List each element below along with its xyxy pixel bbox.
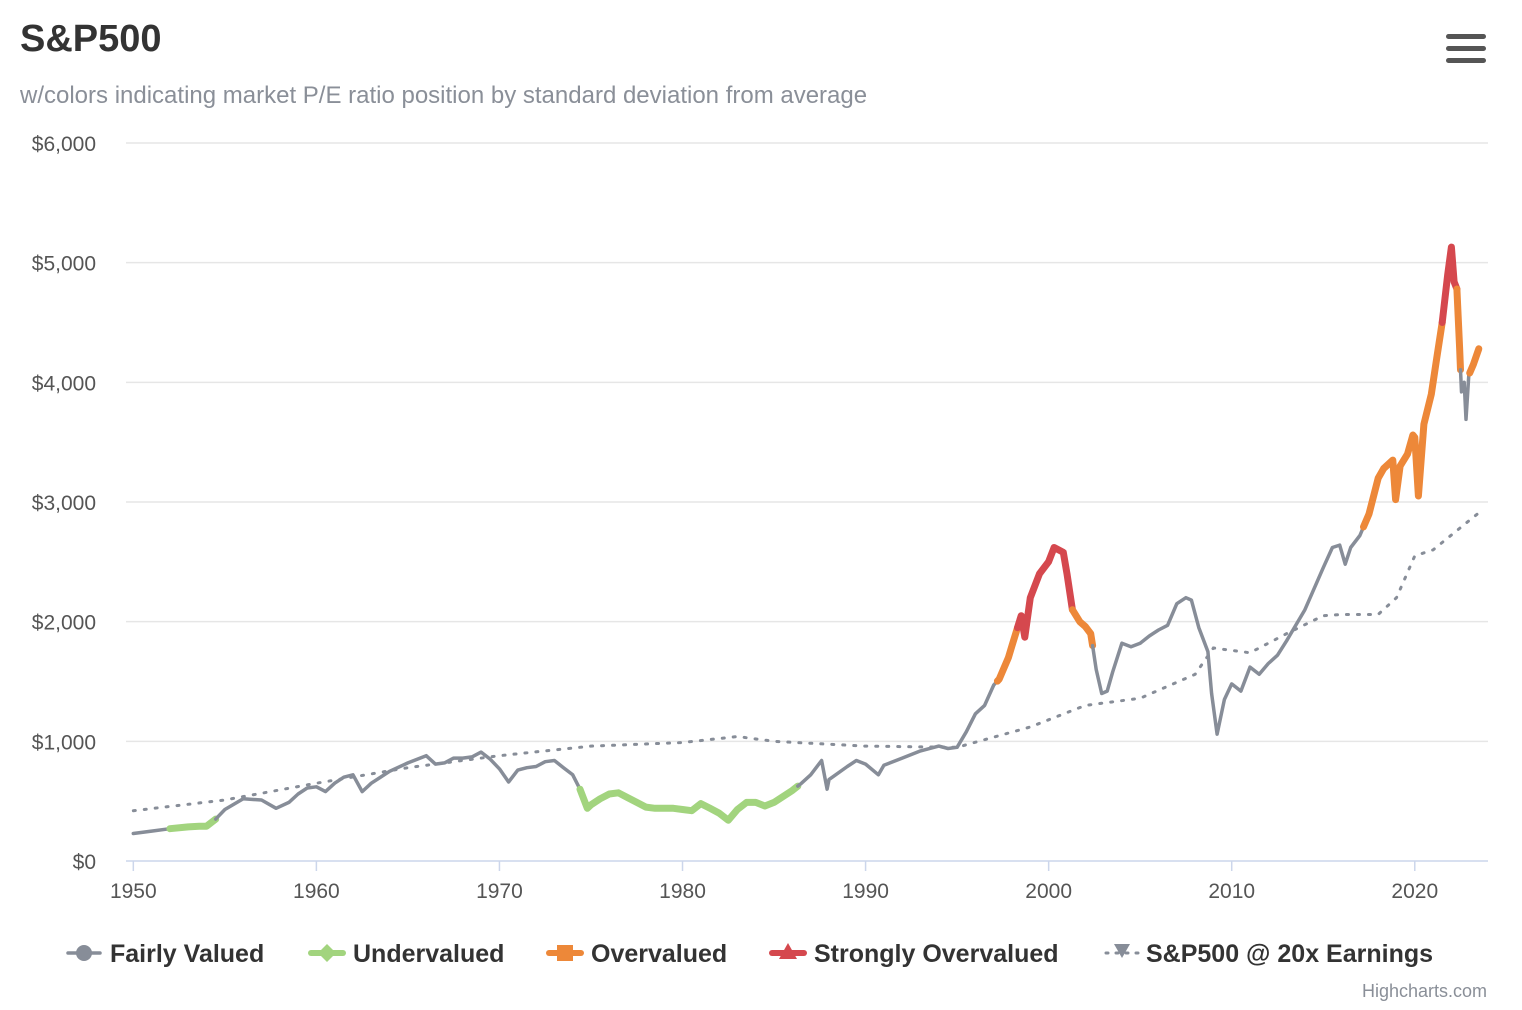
price-segment-overvalued[interactable] [1466, 345, 1483, 377]
price-segment-overvalued[interactable] [993, 624, 1021, 685]
legend-label: Strongly Overvalued [814, 940, 1059, 968]
price-segment-undervalued[interactable] [576, 782, 802, 824]
y-tick-label: $5,000 [32, 253, 96, 276]
diamond-icon [318, 944, 336, 962]
x-tick-label: 1970 [476, 880, 523, 903]
x-tick-label: 1980 [659, 880, 706, 903]
y-tick-label: $2,000 [32, 612, 96, 635]
legend-item-fair[interactable]: Fairly Valued [66, 940, 264, 968]
y-tick-label: $4,000 [32, 372, 96, 395]
x-tick-label: 1960 [293, 880, 340, 903]
triangle-icon [779, 943, 797, 959]
y-tick-label: $6,000 [32, 133, 96, 156]
x-tick-label: 2020 [1391, 880, 1438, 903]
x-tick-label: 2000 [1025, 880, 1072, 903]
legend-label: Fairly Valued [110, 940, 264, 968]
chart-title: S&P500 [20, 18, 162, 60]
legend-label: Undervalued [353, 940, 504, 968]
price-segment-overvalued[interactable] [1453, 285, 1464, 374]
chart-subtitle: w/colors indicating market P/E ratio pos… [20, 82, 868, 109]
legend-item-earnings[interactable]: S&P500 @ 20x Earnings [1104, 940, 1433, 968]
hamburger-menu-icon[interactable] [1446, 34, 1486, 68]
x-tick-label: 1990 [842, 880, 889, 903]
price-segment-undervalued[interactable] [166, 815, 220, 833]
legend-item-strongly-overvalued[interactable]: Strongly Overvalued [769, 940, 1059, 968]
price-segment-fair[interactable] [131, 826, 172, 836]
x-axis: 1950 1960 1970 1980 1990 2000 2010 2020 [110, 860, 1488, 903]
legend-item-overvalued[interactable]: Overvalued [546, 940, 727, 968]
price-segment-fair[interactable] [213, 750, 582, 821]
x-tick-label: 2010 [1208, 880, 1255, 903]
price-series[interactable] [131, 243, 1483, 836]
y-axis: $0 $1,000 $2,000 $3,000 $4,000 $5,000 $6,000 [32, 133, 96, 874]
credits-link[interactable]: Highcharts.com [1361, 981, 1487, 1001]
legend-item-undervalued[interactable]: Undervalued [308, 940, 504, 968]
price-segment-fair[interactable] [1458, 368, 1472, 422]
y-tick-label: $0 [73, 851, 96, 874]
earnings-series[interactable] [131, 511, 1481, 813]
price-segment-strongly-overvalued[interactable] [1014, 544, 1076, 641]
legend: Fairly Valued Undervalued Overvalued Strong… [66, 940, 1433, 968]
menu-bar [1446, 46, 1486, 51]
menu-bar [1446, 34, 1486, 39]
square-icon [557, 945, 573, 961]
y-tick-label: $1,000 [32, 731, 96, 754]
triangle-down-icon [1114, 944, 1130, 958]
menu-bar [1446, 58, 1486, 63]
circle-icon [76, 945, 92, 961]
y-tick-label: $3,000 [32, 492, 96, 515]
legend-label: Overvalued [591, 940, 727, 968]
price-segment-fair[interactable] [1090, 525, 1366, 736]
price-segment-fair[interactable] [796, 679, 1000, 791]
earnings-20x-line[interactable] [131, 511, 1481, 813]
price-segment-overvalued[interactable] [1360, 319, 1446, 531]
legend-label: S&P500 @ 20x Earnings [1146, 940, 1433, 968]
price-segment-strongly-overvalued[interactable] [1438, 243, 1461, 326]
price-segment-overvalued[interactable] [1068, 606, 1097, 650]
gridlines [126, 142, 1488, 743]
x-tick-label: 1950 [110, 880, 157, 903]
